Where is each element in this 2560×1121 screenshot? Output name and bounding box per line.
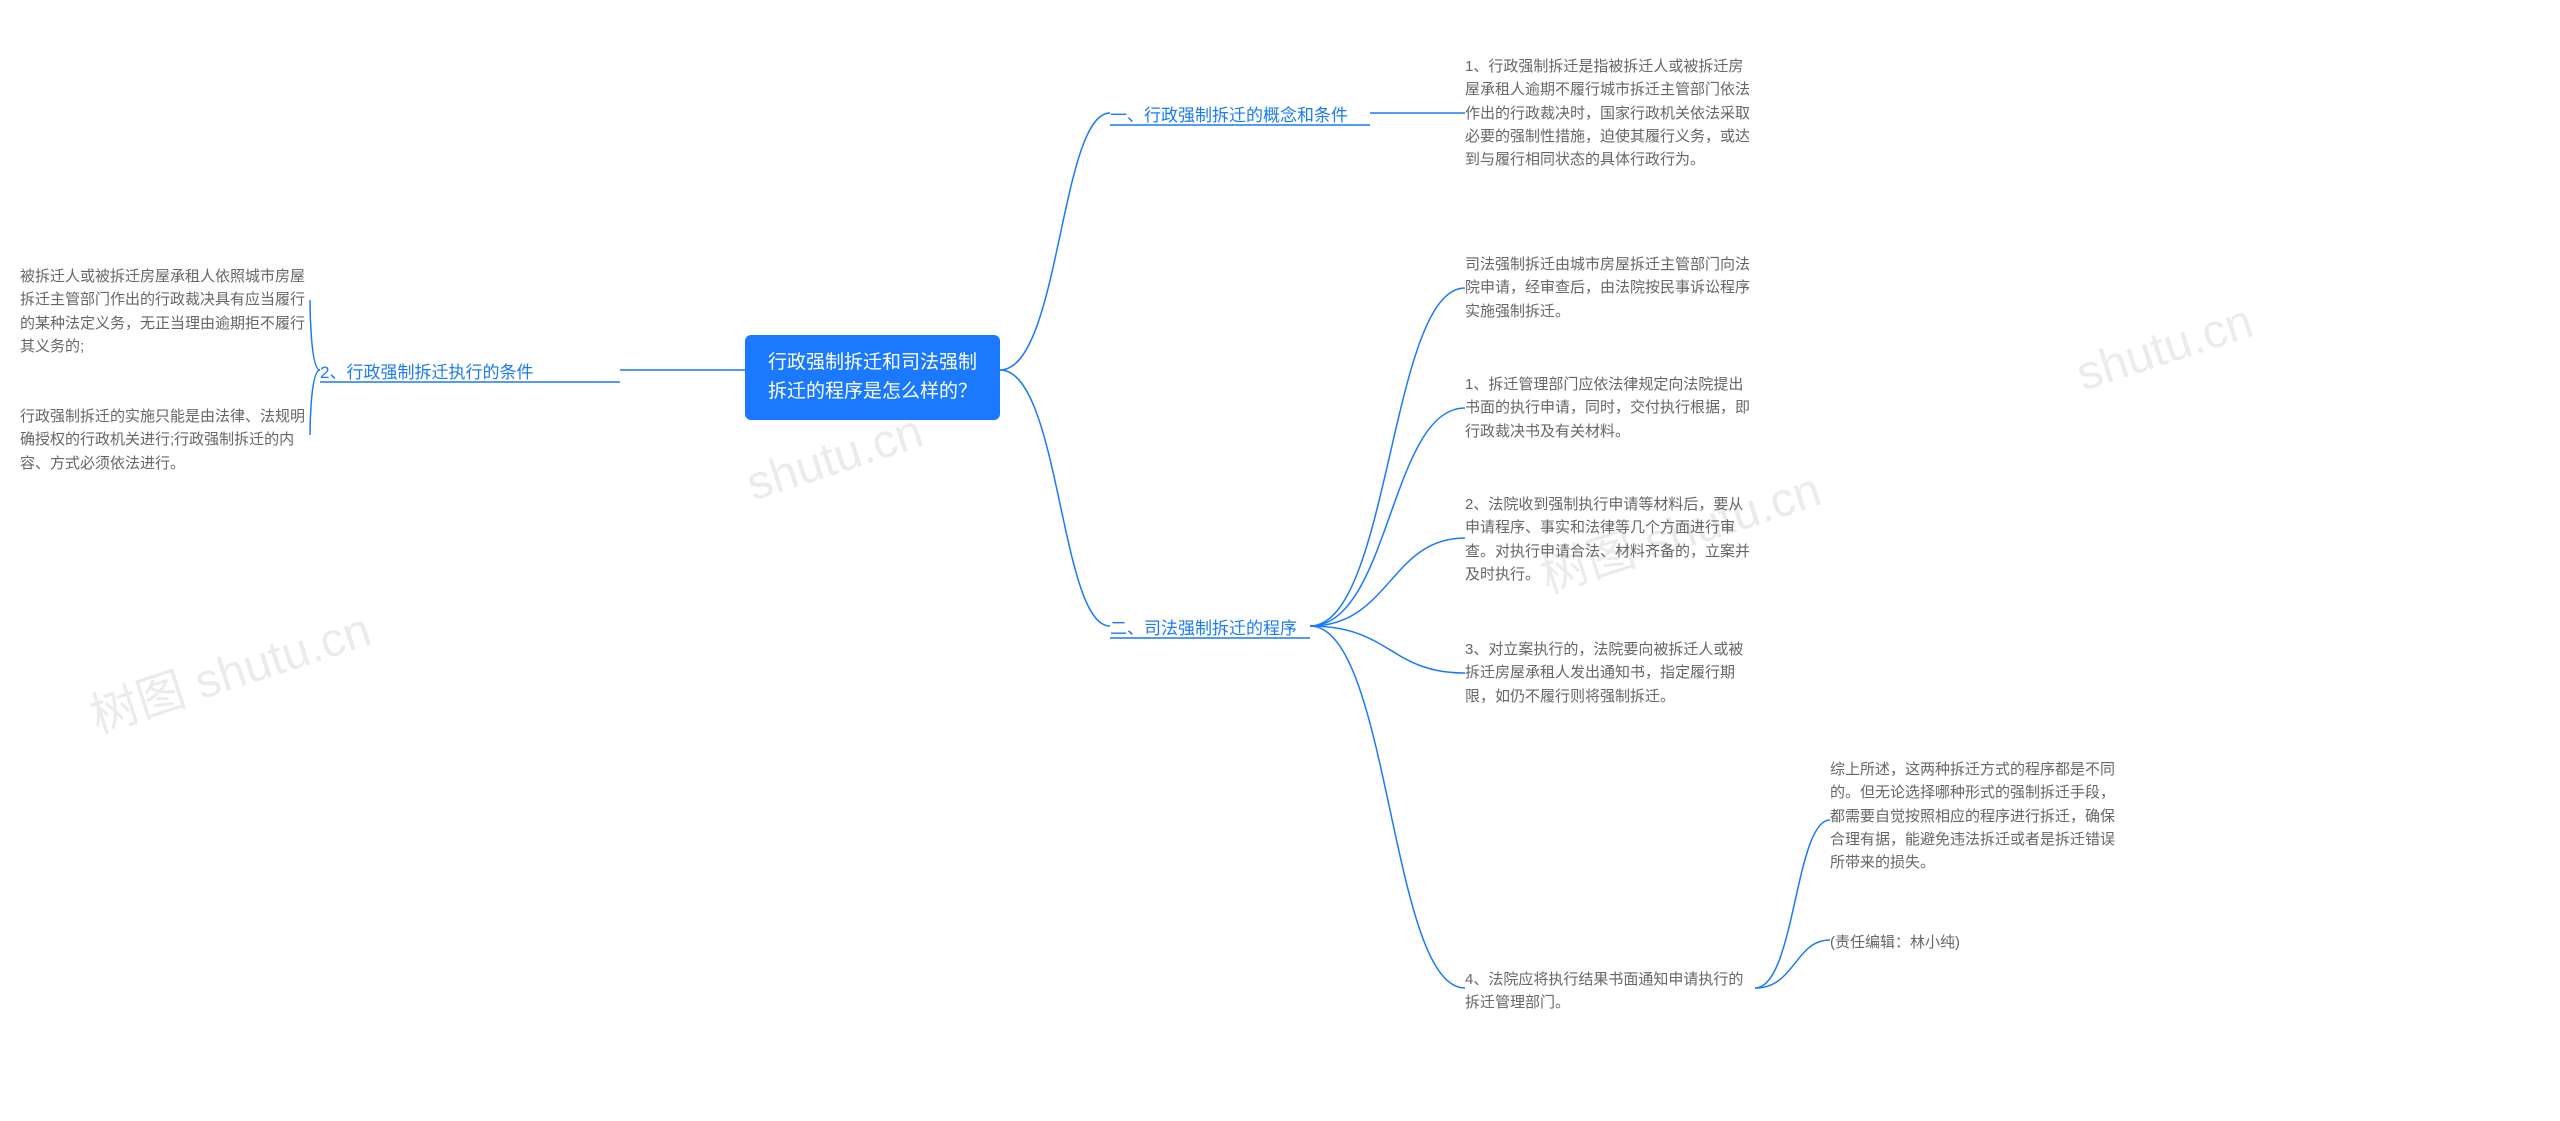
- branch-section1[interactable]: 一、行政强制拆迁的概念和条件: [1110, 105, 1348, 127]
- leaf-s2-3: 2、法院收到强制执行申请等材料后，要从申请程序、事实和法律等几个方面进行审查。对…: [1465, 493, 1755, 586]
- leaf-s2-4: 3、对立案执行的，法院要向被拆迁人或被拆迁房屋承租人发出通知书，指定履行期限，如…: [1465, 638, 1755, 708]
- connector-layer: [0, 0, 2560, 1121]
- root-line1: 行政强制拆迁和司法强制: [768, 352, 977, 373]
- leaf-left-1: 被拆迁人或被拆迁房屋承租人依照城市房屋拆迁主管部门作出的行政裁决具有应当履行的某…: [20, 265, 310, 358]
- branch-left[interactable]: 2、行政强制拆迁执行的条件: [320, 362, 533, 384]
- leaf-left-2: 行政强制拆迁的实施只能是由法律、法规明确授权的行政机关进行;行政强制拆迁的内容、…: [20, 405, 310, 475]
- branch-section2[interactable]: 二、司法强制拆迁的程序: [1110, 618, 1297, 640]
- branch-section1-label: 一、行政强制拆迁的概念和条件: [1110, 106, 1348, 125]
- branch-left-label: 2、行政强制拆迁执行的条件: [320, 363, 533, 382]
- watermark: shutu.cn: [2070, 294, 2260, 402]
- watermark: 树图 shutu.cn: [80, 590, 378, 746]
- leaf-s2-5-c1: 综上所述，这两种拆迁方式的程序都是不同的。但无论选择哪种形式的强制拆迁手段，都需…: [1830, 758, 2120, 874]
- leaf-s2-2: 1、拆迁管理部门应依法律规定向法院提出书面的执行申请，同时，交付执行根据，即行政…: [1465, 373, 1755, 443]
- root-node[interactable]: 行政强制拆迁和司法强制 拆迁的程序是怎么样的？: [745, 335, 1000, 420]
- root-line2: 拆迁的程序是怎么样的？: [768, 381, 977, 402]
- leaf-s1-1: 1、行政强制拆迁是指被拆迁人或被拆迁房屋承租人逾期不履行城市拆迁主管部门依法作出…: [1465, 55, 1755, 171]
- branch-section2-label: 二、司法强制拆迁的程序: [1110, 619, 1297, 638]
- leaf-s2-5: 4、法院应将执行结果书面通知申请执行的拆迁管理部门。: [1465, 968, 1755, 1015]
- leaf-s2-1: 司法强制拆迁由城市房屋拆迁主管部门向法院申请，经审查后，由法院按民事诉讼程序实施…: [1465, 253, 1755, 323]
- watermark: shutu.cn: [740, 404, 930, 512]
- leaf-s2-5-c2: (责任编辑：林小纯): [1830, 931, 2120, 954]
